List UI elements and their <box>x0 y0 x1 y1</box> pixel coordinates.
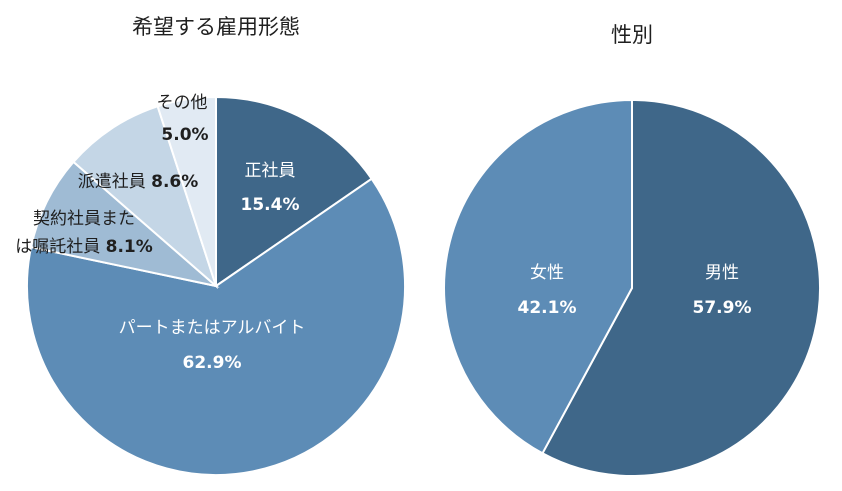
slice-label-name: パートまたはアルバイト <box>119 318 306 338</box>
pie1-slice-2 <box>29 160 220 288</box>
pie1-slice-4 <box>156 95 217 287</box>
slice-label-name: 男性 <box>705 263 739 283</box>
slice-label-name: 契約社員また <box>33 209 135 229</box>
employment-pie <box>26 95 406 476</box>
gender-pie <box>443 98 822 477</box>
slice-label-value: 57.9% <box>693 298 752 318</box>
pie1-slice-0 <box>215 95 374 288</box>
pie2-slice-0 <box>541 98 822 477</box>
pie1-slice-3 <box>72 104 219 290</box>
slice-label-name-value: は嘱託社員 8.1% <box>15 237 153 257</box>
slice-label-name: 正社員 <box>245 161 296 181</box>
slice-label-value: 5.0% <box>161 125 208 145</box>
slice-label-name: 女性 <box>530 263 564 283</box>
slice-label-name: その他 <box>157 93 208 113</box>
chart-title-employment: 希望する雇用形態 <box>132 15 300 39</box>
pie1-slice-1 <box>26 177 406 476</box>
slice-label-value: 62.9% <box>183 353 242 373</box>
pie2-slice-1 <box>443 98 633 455</box>
slice-label-value: 42.1% <box>518 298 577 318</box>
chart-title-gender: 性別 <box>611 23 653 47</box>
slice-label-value: 15.4% <box>241 195 300 215</box>
slice-label-name-value: 派遣社員 8.6% <box>78 172 199 192</box>
gender-labels: 男性 57.9% 女性 42.1% <box>518 263 752 318</box>
